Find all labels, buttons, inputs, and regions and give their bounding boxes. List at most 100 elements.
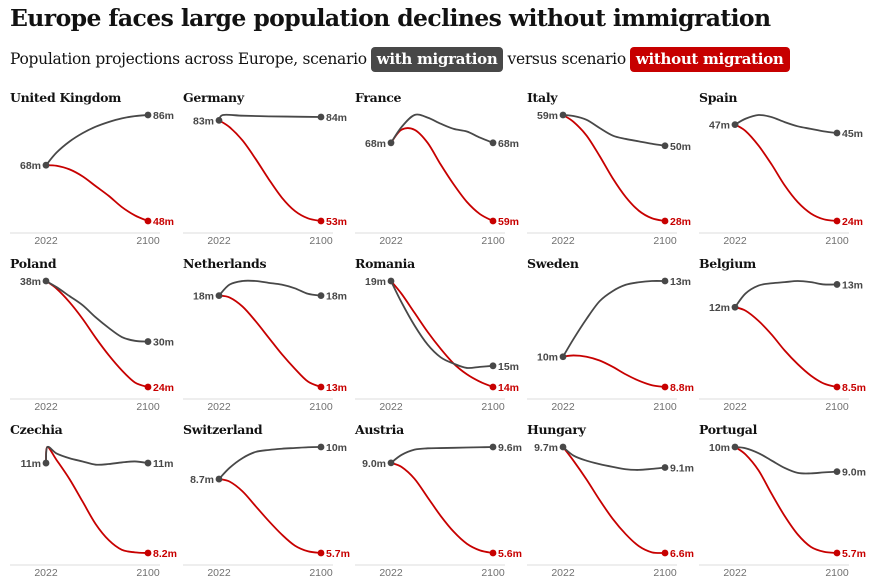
without-migration-value-label: 53m [326,216,347,228]
x-tick-label: 2100 [653,235,677,247]
series-without-migration-line [218,294,322,388]
without-migration-end-point [661,217,669,225]
without-migration-value-label: 8.8m [670,382,694,394]
series-without-migration-line [390,280,494,388]
panel-poland: Poland 2022 2100 38m 30m 24m [10,256,174,413]
start-value-label: 38m [20,276,41,288]
x-tick-label: 2100 [481,401,505,413]
with-migration-end-point [661,277,669,285]
with-migration-value-label: 9.6m [498,442,522,454]
series-with-migration-line [734,280,838,309]
with-migration-end-point [489,139,497,147]
x-tick-label: 2022 [551,567,575,579]
start-point [387,277,395,285]
series-with-migration-line [562,446,666,471]
subtitle-prefix: Population projections across Europe, sc… [10,50,367,68]
with-migration-value-label: 11m [153,458,173,470]
x-tick-label: 2022 [207,567,231,579]
without-migration-value-label: 8.5m [842,382,866,394]
panel-france: France 2022 2100 68m 68m 59m [355,90,519,247]
start-point [731,121,739,129]
without-migration-end-point [833,383,841,391]
country-label: Germany [183,90,245,105]
series-with-migration-line [562,114,666,147]
with-migration-value-label: 9.0m [842,467,866,479]
series-without-migration-line [45,446,149,554]
with-migration-end-point [317,113,325,121]
country-label: Sweden [527,256,579,271]
x-tick-label: 2100 [309,567,333,579]
with-migration-value-label: 68m [498,138,519,150]
start-value-label: 47m [709,120,730,132]
with-migration-value-label: 86m [153,110,174,122]
series-with-migration-line [45,280,149,343]
x-tick-label: 2022 [723,235,747,247]
start-point [42,277,50,285]
start-point [387,459,395,467]
panel-spain: Spain 2022 2100 47m 45m 24m [699,90,863,247]
country-label: Switzerland [183,422,263,437]
without-migration-value-label: 5.6m [498,548,522,560]
x-tick-label: 2022 [723,401,747,413]
x-tick-label: 2100 [825,235,849,247]
start-point [731,443,739,451]
without-migration-value-label: 6.6m [670,548,694,560]
country-label: Spain [699,90,737,105]
without-migration-end-point [317,217,325,225]
with-migration-end-point [144,111,152,119]
panel-netherlands: Netherlands 2022 2100 18m 18m 13m [183,256,347,413]
country-label: Hungary [527,422,587,437]
chart-title: Europe faces large population declines w… [10,4,771,32]
series-without-migration-line [734,123,838,222]
series-with-migration-line [45,445,149,466]
country-label: Poland [10,256,57,271]
x-tick-label: 2100 [825,401,849,413]
start-point [42,161,50,169]
series-with-migration-line [562,280,666,358]
panel-germany: Germany 2022 2100 83m 84m 53m [183,90,347,247]
x-tick-label: 2100 [136,235,160,247]
with-migration-value-label: 45m [842,128,863,140]
series-without-migration-line [45,280,149,388]
series-without-migration-line [45,164,149,222]
series-with-migration-line [734,114,838,134]
with-migration-end-point [144,459,152,467]
country-label: United Kingdom [10,90,121,105]
subtitle-middle: versus scenario [507,50,626,68]
x-tick-label: 2022 [551,235,575,247]
legend-without-migration: without migration [629,46,790,72]
panel-switzerland: Switzerland 2022 2100 8.7m 10m 5.7m [183,422,350,579]
x-tick-label: 2100 [309,401,333,413]
country-label: France [355,90,402,105]
without-migration-value-label: 48m [153,216,174,228]
panel-belgium: Belgium 2022 2100 12m 13m 8.5m [699,256,866,413]
series-with-migration-line [390,113,494,144]
series-with-migration-line [218,113,322,122]
start-value-label: 11m [21,458,41,470]
start-point [215,292,223,300]
series-with-migration-line [45,114,149,167]
x-tick-label: 2100 [481,567,505,579]
series-with-migration-line [734,446,838,475]
panel-portugal: Portugal 2022 2100 10m 9.0m 5.7m [699,422,866,579]
without-migration-value-label: 5.7m [326,548,350,560]
start-value-label: 68m [365,138,386,150]
start-value-label: 68m [20,160,41,172]
series-without-migration-line [562,446,666,554]
x-tick-label: 2022 [34,401,58,413]
without-migration-end-point [833,549,841,557]
start-point [559,443,567,451]
start-point [559,111,567,119]
x-tick-label: 2100 [136,567,160,579]
panel-romania: Romania 2022 2100 19m 15m 14m [355,256,519,413]
series-without-migration-line [734,306,838,388]
panel-sweden: Sweden 2022 2100 10m 13m 8.8m [527,256,694,413]
start-value-label: 18m [193,291,214,303]
without-migration-end-point [144,217,152,225]
without-migration-value-label: 28m [670,216,691,228]
with-migration-end-point [661,142,669,150]
start-value-label: 9.7m [534,442,558,454]
x-tick-label: 2022 [379,235,403,247]
